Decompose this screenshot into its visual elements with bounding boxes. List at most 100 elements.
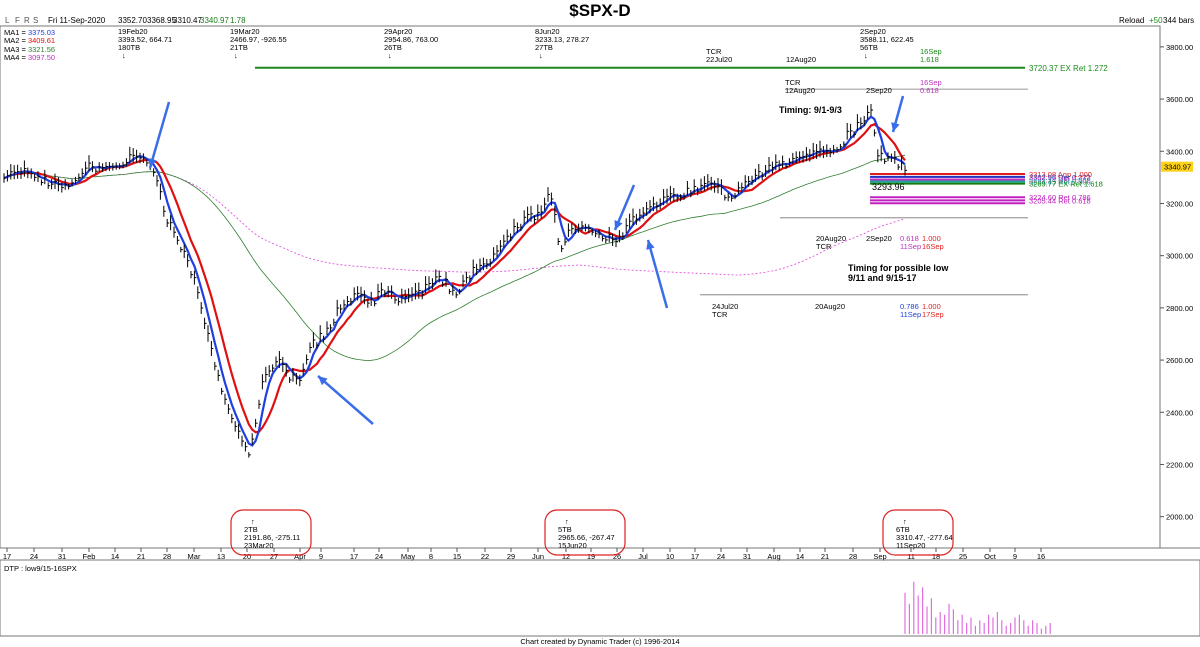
tcr-date: 17Sep (922, 310, 944, 319)
x-tick-label: 12 (562, 552, 570, 561)
bar-change: 1.78 (230, 16, 246, 25)
moving-average-lines (3, 115, 906, 447)
y-tick-label: 3200.00 (1166, 199, 1193, 208)
tcr-date: 2Sep20 (866, 234, 892, 243)
bar-open: 3352.70 (118, 16, 147, 25)
arrow-head (148, 158, 157, 168)
x-tick-label: 31 (58, 552, 66, 561)
low-label-line: 5TB (558, 525, 572, 534)
toolbar-button-r[interactable]: R (24, 16, 30, 25)
toolbar-button-l[interactable]: L (5, 16, 10, 25)
level-label: 3292.14 Ret 0.382 (1029, 175, 1091, 184)
y-tick-label: 3400.00 (1166, 147, 1193, 156)
moving-average-legend: MA1 = 3375.03 MA2 = 3409.61 MA3 = 3321.5… (4, 28, 56, 62)
price-panel-frame (0, 25, 1161, 549)
x-tick-label: 8 (429, 552, 433, 561)
level-label: 3302.96 Ret 0.272 (1029, 173, 1091, 182)
tcr-date: 22Jul20 (706, 55, 732, 64)
annotation-arrow (646, 239, 669, 309)
ma1-entry: MA1 = 3375.03 (4, 28, 56, 37)
indicator-label: DTP : low9/15-16SPX (4, 564, 77, 573)
x-tick-label: 17 (691, 552, 699, 561)
x-tick-label: Jun (532, 552, 544, 561)
reload-delta: +50 (1149, 16, 1163, 25)
x-tick-label: 28 (849, 552, 857, 561)
x-tick-label: 14 (111, 552, 119, 561)
swing-label-line: 2954.86, 763.00 (384, 35, 438, 44)
x-tick-label: 18 (932, 552, 940, 561)
swing-label-line: 2466.97, -926.55 (230, 35, 287, 44)
low-label-box (882, 509, 954, 556)
level-label: 3205.44 Ret 0.618 (1029, 196, 1091, 205)
tcr-date: 24Jul20 (712, 302, 738, 311)
price-axis: 2000.00 2200.00 2400.00 2600.00 2800.00 3000.… (1160, 43, 1193, 522)
tcr-ratio: 0.786 (900, 302, 919, 311)
timing-note-2a: Timing for possible low (848, 263, 949, 273)
chart-credit: Chart created by Dynamic Trader (c) 1996… (520, 637, 680, 646)
tcr-date: 11Sep (900, 242, 921, 251)
ma1-line (3, 115, 906, 447)
reload-button[interactable]: Reload (1119, 16, 1145, 25)
y-tick-label: 2200.00 (1166, 460, 1193, 469)
date-axis: 17 24 31 Feb 14 21 28 Mar 13 20 27 Apr 9 17 24 May 8 15 22… (3, 548, 1045, 561)
ma3-entry: MA3 = 3321.56 (4, 44, 56, 54)
low-label-line: 6TB (896, 525, 910, 534)
tcr-date: 2Sep20 (866, 86, 892, 95)
level-label: 3720.37 EX Ret 1.272 (1029, 64, 1108, 73)
tcr-label: TCR (816, 242, 832, 251)
x-tick-label: 16 (1037, 552, 1045, 561)
ma3-line (3, 154, 906, 361)
y-tick-label: 2800.00 (1166, 304, 1193, 313)
ma2-entry: MA2 = 3409.61 (4, 36, 56, 46)
x-tick-label: Feb (83, 552, 96, 561)
tcr-date: 16Sep (920, 47, 942, 56)
swing-label-line: 26TB (384, 43, 402, 52)
toolbar-button-s[interactable]: S (33, 16, 39, 25)
annotation-arrow (148, 101, 171, 169)
x-tick-label: 19 (587, 552, 595, 561)
level-label: 3224.60 Ret 0.786 (1029, 193, 1091, 202)
swing-label-line: 19Feb20 (118, 27, 148, 36)
swing-label-line: 27TB (535, 43, 553, 52)
x-tick-label: Aug (767, 552, 780, 561)
x-tick-label: May (401, 552, 415, 561)
x-tick-label: 15 (453, 552, 461, 561)
swing-label-line: ↓ (539, 51, 543, 60)
y-tick-label: 3800.00 (1166, 43, 1193, 52)
tcr-date: 20Aug20 (815, 302, 845, 311)
swing-label-line: 29Apr20 (384, 27, 412, 36)
bar-close: 3340.97 (200, 16, 229, 25)
level-label: 3284.45 Ret 0.500 (1029, 178, 1091, 187)
x-tick-label: 24 (30, 552, 38, 561)
chart-title: $SPX-D (569, 1, 631, 20)
x-tick-label: 17 (3, 552, 11, 561)
swing-label-line: ↓ (388, 51, 392, 60)
tcr-ratio: 0.618 (900, 234, 919, 243)
annotation-arrows (148, 95, 905, 425)
tcr-date: 11Sep (900, 310, 921, 319)
x-tick-label: Jul (638, 552, 648, 561)
last-price-marker (1161, 161, 1193, 172)
arrow-head (614, 220, 623, 230)
tcr-date: 12Aug20 (786, 55, 816, 64)
x-tick-label: 25 (959, 552, 967, 561)
low-label-box (544, 509, 626, 556)
ma4-line (3, 171, 906, 276)
tcr-ratio: 1.000 (922, 302, 941, 311)
swing-label-line: 3233.13, 278.27 (535, 35, 589, 44)
bar-low: 3310.47 (173, 16, 202, 25)
arrow-head (646, 240, 655, 250)
x-tick-label: 21 (821, 552, 829, 561)
x-tick-label: 24 (375, 552, 383, 561)
toolbar-button-f[interactable]: F (15, 16, 20, 25)
x-tick-label: Oct (984, 552, 997, 561)
timing-note-1: Timing: 9/1-9/3 (779, 105, 842, 115)
timing-note-2b: 9/11 and 9/15-17 (848, 273, 917, 283)
x-tick-label: 29 (507, 552, 515, 561)
tcr-date: 16Sep (920, 78, 942, 87)
price-bars (3, 104, 907, 458)
tcr-ratio: 0.618 (920, 86, 939, 95)
